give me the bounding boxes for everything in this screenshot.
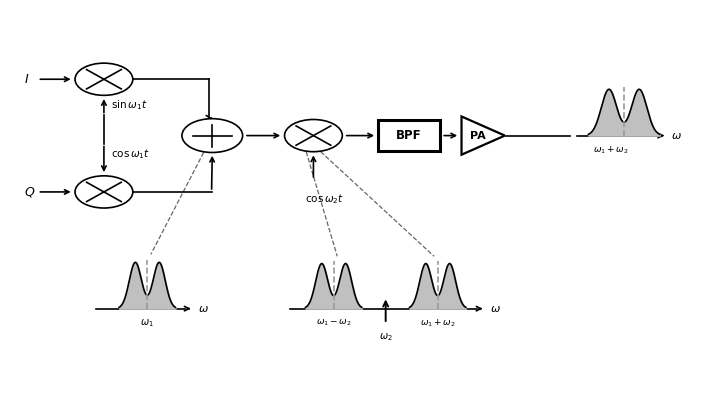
- Text: $\omega_1$: $\omega_1$: [141, 317, 154, 329]
- Text: $\omega_2$: $\omega_2$: [379, 331, 392, 343]
- Text: $\omega$: $\omega$: [198, 304, 209, 314]
- Text: $\omega_1+\omega_2$: $\omega_1+\omega_2$: [593, 144, 629, 156]
- Text: I: I: [25, 73, 28, 86]
- Text: $\omega_1-\omega_2$: $\omega_1-\omega_2$: [316, 317, 352, 328]
- Text: $\sin\omega_1 t$: $\sin\omega_1 t$: [111, 98, 148, 112]
- Text: BPF: BPF: [396, 129, 422, 142]
- Circle shape: [182, 119, 242, 153]
- Text: $\omega$: $\omega$: [671, 131, 682, 141]
- Text: PA: PA: [470, 131, 486, 141]
- Bar: [379, 120, 440, 151]
- Text: $\omega_1+\omega_2$: $\omega_1+\omega_2$: [420, 317, 456, 329]
- Text: $\cos\omega_1 t$: $\cos\omega_1 t$: [111, 147, 150, 161]
- Circle shape: [285, 120, 342, 152]
- Polygon shape: [462, 116, 505, 155]
- Text: $\cos\omega_2 t$: $\cos\omega_2 t$: [305, 192, 344, 206]
- Circle shape: [75, 63, 132, 95]
- Text: Q: Q: [25, 185, 34, 198]
- Circle shape: [75, 176, 132, 208]
- Text: $\omega$: $\omega$: [490, 304, 501, 314]
